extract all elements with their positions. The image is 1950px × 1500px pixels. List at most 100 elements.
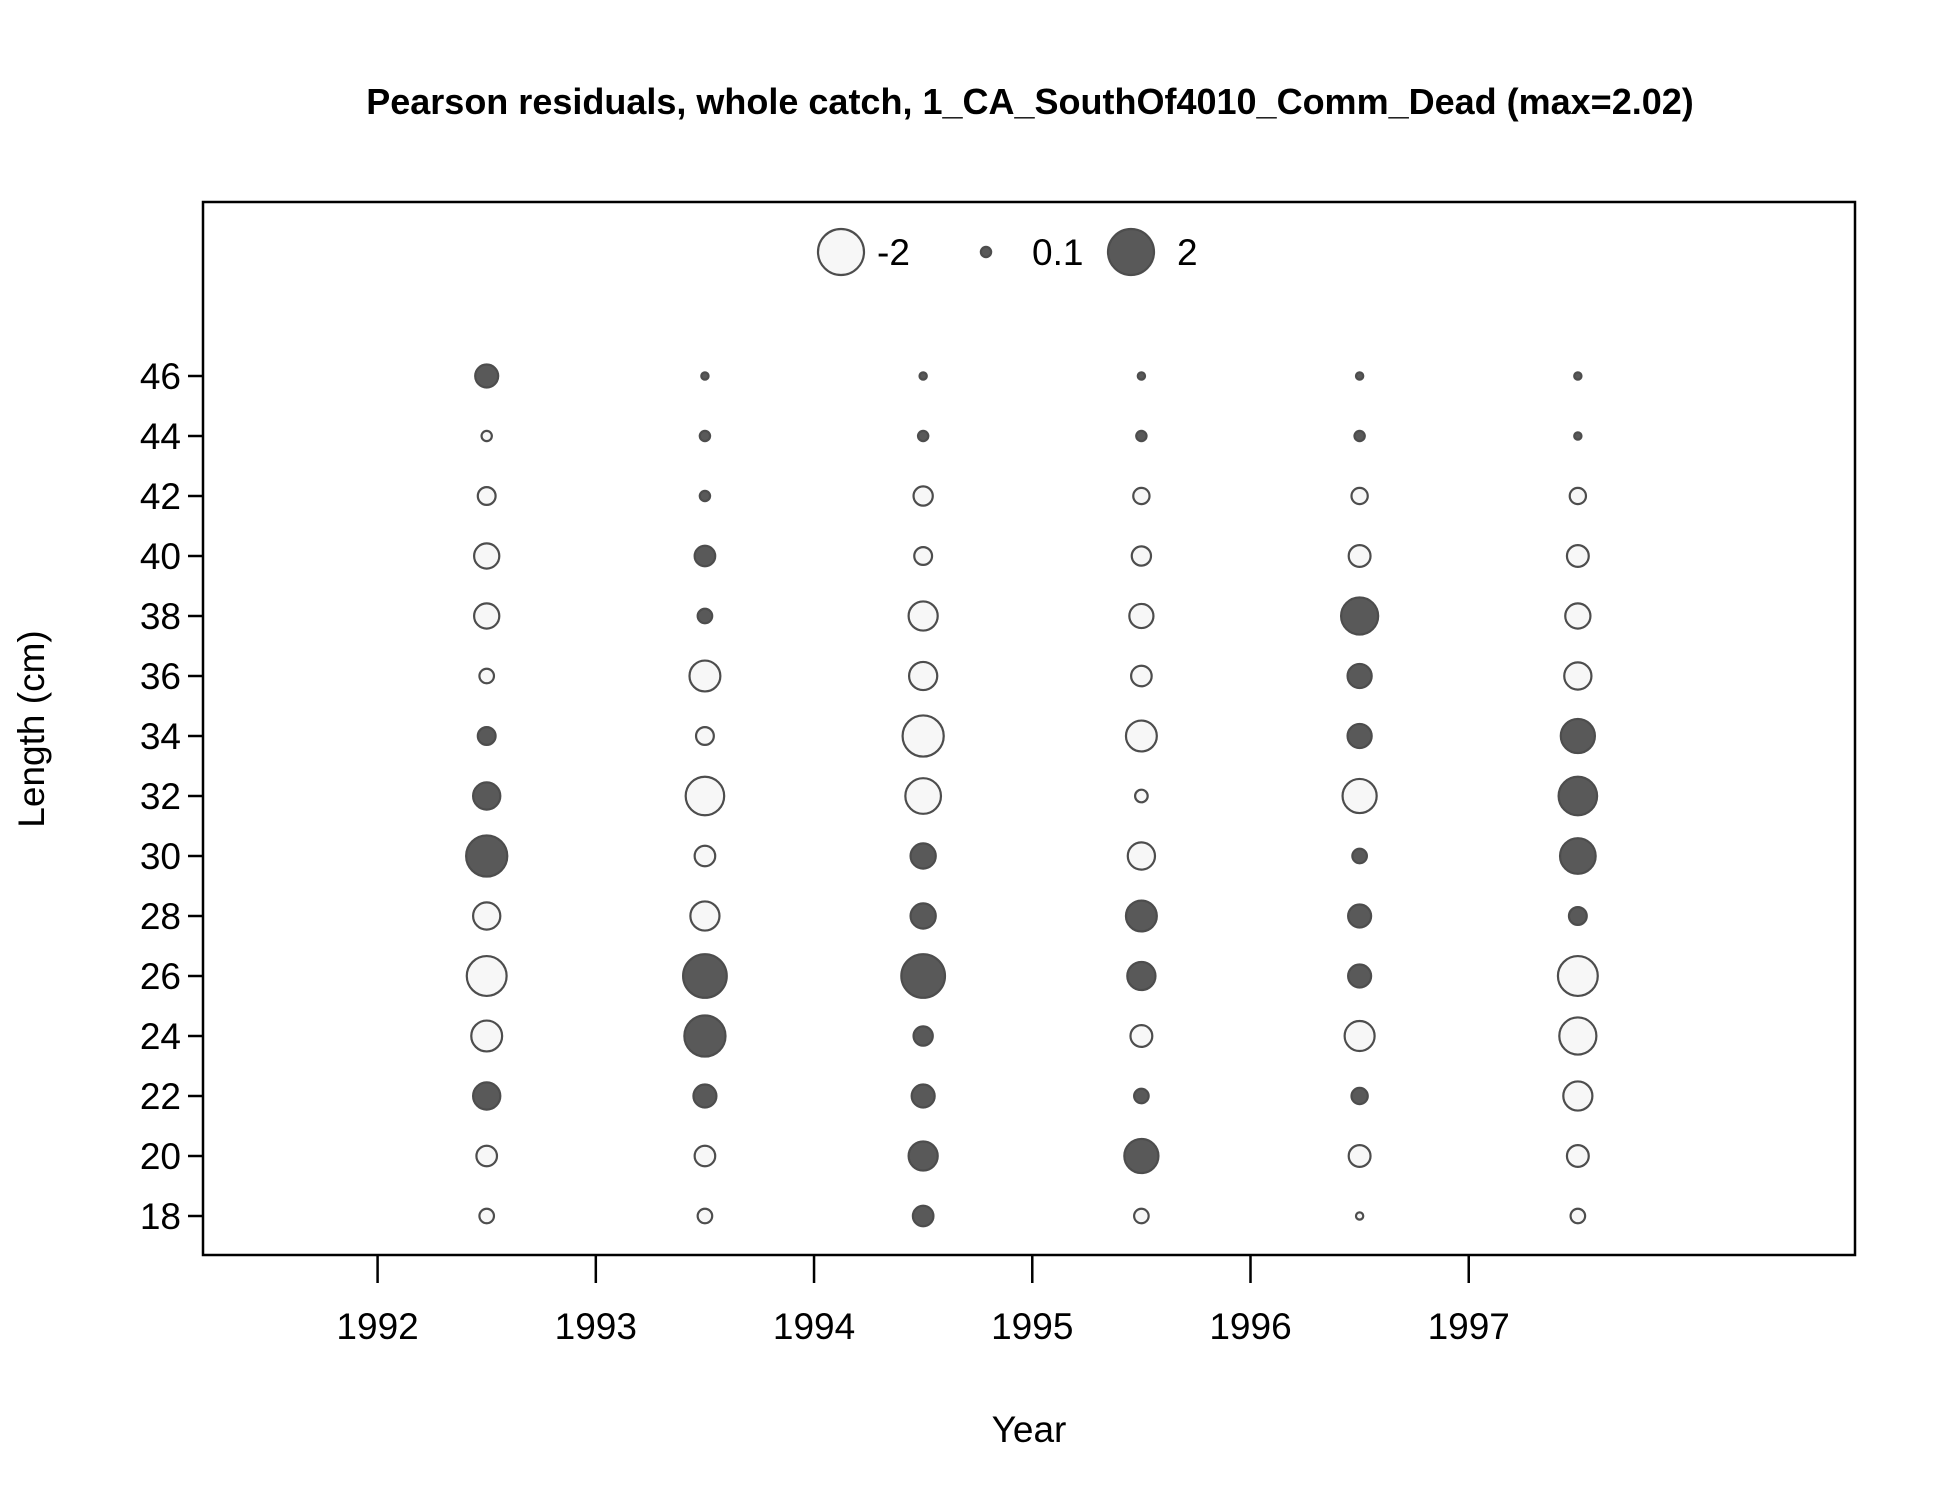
residual-bubble	[1351, 847, 1368, 865]
residual-bubble	[1136, 371, 1147, 381]
residual-bubble	[465, 954, 508, 998]
residual-bubble	[1568, 486, 1588, 506]
residual-bubble	[916, 429, 930, 443]
residual-bubble	[471, 781, 502, 811]
residual-bubble	[473, 602, 501, 630]
residual-bubble	[694, 725, 715, 747]
residual-bubble	[698, 429, 712, 443]
residual-bubble	[693, 544, 717, 568]
legend-label: 0.1	[1032, 232, 1083, 273]
residual-bubble	[1346, 722, 1373, 750]
residual-bubble	[1123, 1137, 1160, 1175]
residual-bubble	[1567, 905, 1588, 927]
x-tick-label: 1992	[336, 1306, 418, 1347]
legend-bubble	[1106, 227, 1156, 277]
residual-bubble	[475, 1144, 499, 1168]
residual-bubble	[1565, 543, 1590, 569]
y-tick-label: 18	[140, 1196, 181, 1237]
residual-bubble	[698, 489, 712, 503]
x-axis: 1992 1993 1994 1995 1996 1997	[336, 1255, 1510, 1347]
residual-bubble	[904, 777, 943, 815]
y-tick-label: 30	[140, 836, 181, 877]
residual-bubble	[1354, 371, 1365, 381]
residual-bubble	[471, 1081, 502, 1111]
legend: -2 0.1 2	[816, 227, 1198, 277]
residual-bubble	[682, 953, 728, 999]
residual-bubble	[684, 775, 726, 817]
residual-bubble	[1133, 1207, 1150, 1225]
residual-bubble	[688, 659, 722, 693]
y-tick-label: 22	[140, 1076, 181, 1117]
residual-bubble	[1350, 486, 1369, 506]
residual-bubble	[909, 902, 937, 930]
residual-bubble	[693, 844, 717, 868]
residual-bubble	[478, 667, 496, 685]
residual-bubble	[1562, 1080, 1594, 1112]
residual-bubble	[912, 485, 934, 507]
residual-bubble	[1563, 661, 1593, 691]
residual-bubble	[910, 1083, 936, 1109]
x-axis-label: Year	[992, 1409, 1067, 1450]
residual-bubble	[913, 545, 934, 567]
residual-bubble	[1124, 719, 1158, 753]
residual-bubble	[476, 485, 497, 507]
residual-bubble	[1347, 1143, 1372, 1169]
residual-bubble	[1126, 841, 1157, 871]
residual-bubble	[1573, 431, 1583, 441]
residual-bubble	[1133, 788, 1149, 804]
y-tick-label: 34	[140, 716, 181, 757]
residual-bubble	[1129, 1023, 1154, 1049]
chart-title: Pearson residuals, whole catch, 1_CA_Sou…	[366, 81, 1694, 122]
residual-bubble	[471, 901, 502, 931]
residual-bubble	[696, 1207, 714, 1225]
residual-bubble	[1133, 1087, 1150, 1105]
y-tick-label: 38	[140, 596, 181, 637]
residual-bubble	[1128, 602, 1155, 630]
y-tick-label: 40	[140, 536, 181, 577]
residual-bubble	[1132, 486, 1151, 506]
residual-bubble	[1559, 717, 1597, 755]
x-tick-label: 1997	[1428, 1306, 1510, 1347]
residual-bubble	[473, 542, 501, 570]
residual-bubble	[1124, 899, 1158, 933]
residual-bubble	[1565, 1143, 1590, 1169]
residual-bubble	[689, 900, 721, 932]
residual-bubble	[700, 371, 710, 381]
residual-bubble	[1353, 429, 1366, 443]
y-axis-label: Length (cm)	[11, 630, 52, 827]
residual-bubble	[900, 953, 947, 999]
x-tick-label: 1994	[773, 1306, 855, 1347]
y-tick-label: 42	[140, 476, 181, 517]
residual-bubble	[692, 1083, 718, 1109]
legend-bubble	[979, 245, 993, 259]
residual-bubble	[470, 1019, 504, 1053]
residual-bubble	[907, 660, 939, 692]
y-tick-label: 46	[140, 356, 181, 397]
residual-bubble	[476, 725, 497, 747]
residual-bubble	[465, 834, 509, 878]
residual-bubble	[909, 842, 937, 870]
residual-bubble	[1350, 1086, 1369, 1106]
y-axis: 18 20 22 24 26 28 30 32 34 36 38 40 42 44 46	[140, 356, 203, 1237]
x-tick-label: 1993	[555, 1306, 637, 1347]
residual-bubble	[1354, 1211, 1365, 1221]
y-tick-label: 26	[140, 956, 181, 997]
residual-bubble	[1126, 960, 1157, 992]
residual-bubble	[1341, 777, 1378, 815]
y-tick-label: 44	[140, 416, 181, 457]
residual-bubble	[480, 429, 493, 443]
y-tick-label: 32	[140, 776, 181, 817]
y-tick-label: 28	[140, 896, 181, 937]
residual-bubble	[1130, 545, 1153, 567]
residual-bubble	[693, 1144, 717, 1168]
residual-bubble	[1347, 543, 1372, 569]
residual-bubble	[901, 714, 945, 758]
legend-bubble	[816, 227, 866, 277]
residual-bubble	[1130, 664, 1153, 688]
residual-bubble	[478, 1207, 496, 1225]
residual-bubble	[907, 600, 939, 632]
residual-bubble	[1339, 596, 1380, 636]
residual-bubble	[474, 363, 500, 389]
residual-bubble	[918, 371, 928, 381]
